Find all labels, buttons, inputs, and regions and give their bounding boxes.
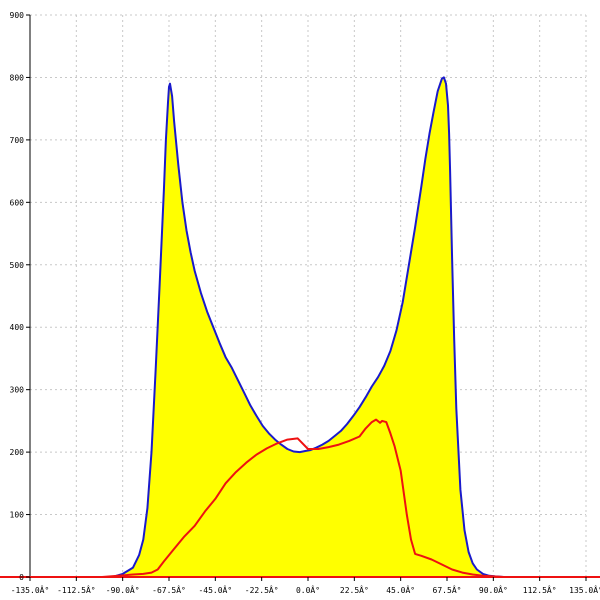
y-tick-label: 600	[10, 198, 25, 207]
tick-labels: 0 100 200 300 400 500 600 700 800 900 -135.0Â° -112…	[10, 11, 600, 595]
y-tick-label: 200	[10, 448, 25, 457]
y-tick-label: 700	[10, 136, 25, 145]
series-1-area	[30, 77, 586, 578]
y-tick-label: 400	[10, 323, 25, 332]
x-tick-label: 135.0Â°	[569, 584, 600, 595]
x-tick-label: -22.5Â°	[245, 584, 279, 595]
x-tick-label: -112.5Â°	[57, 584, 96, 595]
x-tick-label: -90.0Â°	[106, 584, 140, 595]
axes	[0, 14, 600, 581]
x-tick-label: 90.0Â°	[479, 584, 508, 595]
y-tick-label: 500	[10, 261, 25, 270]
y-tick-label: 0	[19, 573, 24, 582]
x-tick-label: -67.5Â°	[152, 584, 186, 595]
series-2-line	[81, 418, 535, 578]
x-tick-label: 112.5Â°	[523, 584, 557, 595]
x-tick-label: 45.0Â°	[386, 584, 415, 595]
x-tick-label: 0.0Â°	[296, 584, 320, 595]
y-tick-label: 900	[10, 11, 25, 20]
x-tick-label: 22.5Â°	[340, 584, 369, 595]
series-1-line	[30, 76, 586, 578]
plot-area	[30, 76, 586, 578]
y-tick-label: 300	[10, 386, 25, 395]
y-tick-label: 100	[10, 511, 25, 520]
x-tick-label: -45.0Â°	[198, 584, 232, 595]
x-tick-label: -135.0Â°	[11, 584, 50, 595]
y-tick-label: 800	[10, 73, 25, 82]
x-tick-label: 67.5Â°	[433, 584, 462, 595]
